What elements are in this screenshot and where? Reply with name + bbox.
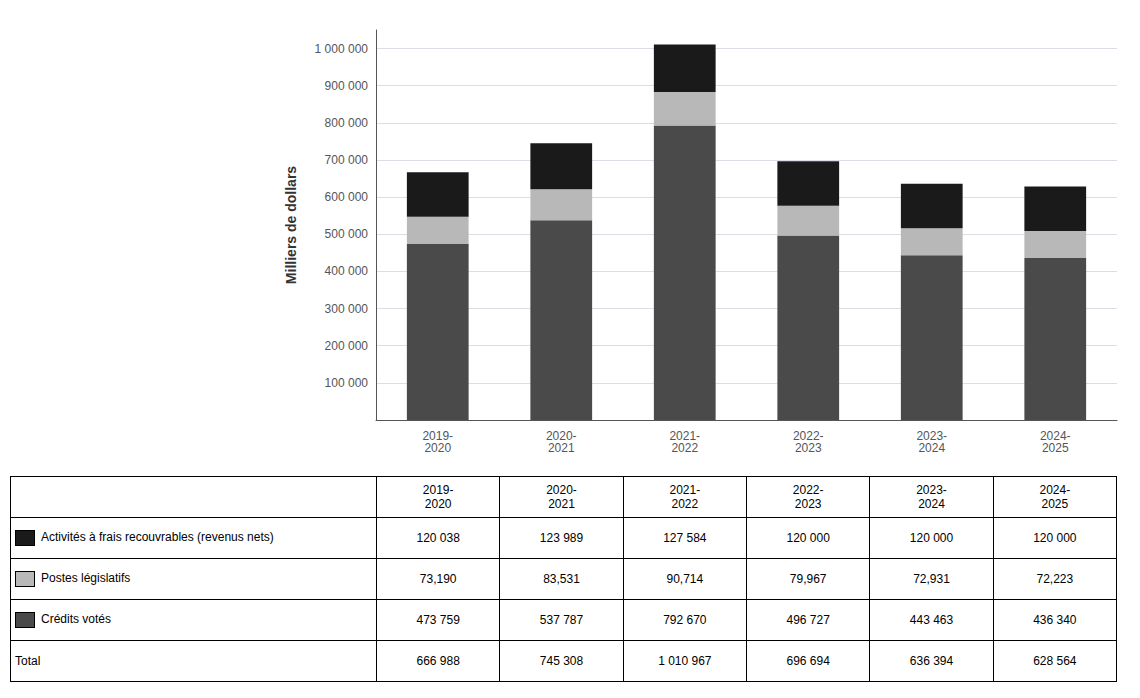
html-text:2021- 2022: 2021- 2022 <box>669 483 701 511</box>
svg-text:2022: 2022 <box>671 441 698 455</box>
html-text:2020- 2021: 2020- 2021 <box>546 483 577 511</box>
html-text:792 670: 792 670 <box>663 613 707 627</box>
svg-text:100 000: 100 000 <box>325 376 369 390</box>
svg-text:200 000: 200 000 <box>325 339 369 353</box>
html-text:Crédits votés: Crédits votés <box>41 612 111 627</box>
html-text:120 000: 120 000 <box>1033 531 1077 545</box>
html-text:Activités à frais recouvrables: Activités à frais recouvrables (revenus … <box>41 530 274 545</box>
html-text:443 463: 443 463 <box>909 613 954 627</box>
svg-text:2023: 2023 <box>795 441 822 455</box>
svg-text:2024: 2024 <box>918 441 945 455</box>
svg-text:2020-: 2020- <box>545 429 577 443</box>
html-text:120 000: 120 000 <box>909 531 954 545</box>
html-text:2023- 2024: 2023- 2024 <box>916 483 947 511</box>
html-text:Postes législatifs: Postes législatifs <box>41 571 131 586</box>
html-text:666 988: 666 988 <box>416 654 460 668</box>
svg-text:2024-: 2024- <box>1039 429 1071 443</box>
svg-text:300 000: 300 000 <box>325 302 369 316</box>
svg-text:800 000: 800 000 <box>325 116 369 130</box>
svg-text:2021: 2021 <box>548 441 575 455</box>
html-text:72,931: 72,931 <box>913 572 950 586</box>
html-text:120 038: 120 038 <box>416 531 460 545</box>
html-text:1 010 967: 1 010 967 <box>658 654 712 668</box>
html-text:120 000: 120 000 <box>786 531 830 545</box>
svg-text:2022-: 2022- <box>792 429 824 443</box>
html-text:636 394: 636 394 <box>909 654 954 668</box>
svg-text:1 000 000: 1 000 000 <box>315 42 369 56</box>
html-text:473 759: 473 759 <box>416 613 460 627</box>
html-text:83,531: 83,531 <box>543 572 580 586</box>
html-text:72,223: 72,223 <box>1036 572 1074 586</box>
svg-text:2020: 2020 <box>424 441 451 455</box>
html-text:79,967: 79,967 <box>789 572 827 586</box>
svg-text:900 000: 900 000 <box>325 79 369 93</box>
svg-text:700 000: 700 000 <box>325 153 369 167</box>
html-text:628 564: 628 564 <box>1033 654 1077 668</box>
html-text:696 694: 696 694 <box>786 654 830 668</box>
html-text:2022- 2023: 2022- 2023 <box>792 483 824 511</box>
html-text:Total: Total <box>15 654 41 668</box>
html-text:496 727: 496 727 <box>786 613 830 627</box>
html-text:436 340: 436 340 <box>1033 613 1077 627</box>
html-text:2019- 2020: 2019- 2020 <box>422 483 454 511</box>
svg-text:2021-: 2021- <box>669 429 701 443</box>
html-text:127 584: 127 584 <box>663 531 707 545</box>
svg-text:Milliers de dollars: Milliers de dollars <box>283 166 299 284</box>
svg-text:2023-: 2023- <box>916 429 948 443</box>
svg-text:2025: 2025 <box>1042 441 1069 455</box>
html-text:90,714: 90,714 <box>666 572 704 586</box>
svg-text:2019-: 2019- <box>422 429 454 443</box>
html-text:123 989: 123 989 <box>539 531 584 545</box>
html-text:2024- 2025: 2024- 2025 <box>1039 483 1071 511</box>
html-text:73,190: 73,190 <box>419 572 457 586</box>
svg-text:400 000: 400 000 <box>325 264 369 278</box>
html-text:537 787: 537 787 <box>539 613 584 627</box>
svg-text:600 000: 600 000 <box>325 190 369 204</box>
svg-text:500 000: 500 000 <box>325 227 369 241</box>
html-text:745 308: 745 308 <box>539 654 584 668</box>
